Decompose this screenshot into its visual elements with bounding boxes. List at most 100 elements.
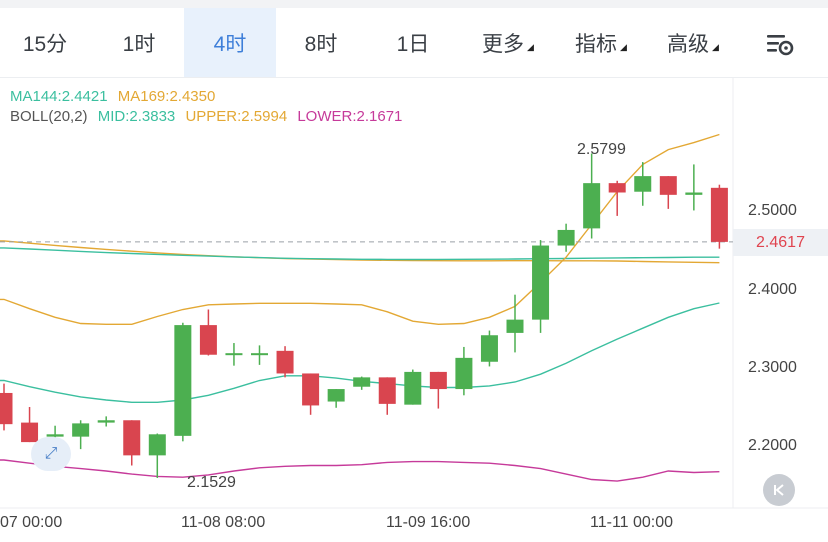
candle-body	[72, 423, 90, 437]
candle-body	[557, 229, 575, 246]
tab-8h[interactable]: 8时	[276, 8, 366, 77]
candle-body	[583, 183, 601, 229]
x-tick-label: 11-07 00:00	[0, 514, 62, 532]
candle	[583, 153, 601, 239]
x-tick-label: 11-08 08:00	[181, 514, 266, 531]
x-tick-label: 11-09 16:00	[386, 514, 471, 531]
boll-upper-line	[0, 133, 720, 326]
candle-body	[123, 420, 141, 456]
candlestick-chart[interactable]	[0, 78, 828, 542]
candle	[123, 420, 141, 466]
low-price-annotation: 2.1529	[187, 474, 236, 491]
candle	[685, 164, 703, 211]
x-tick-text: 11-07 00:00	[0, 514, 63, 531]
candle	[608, 180, 626, 216]
tab-1d[interactable]: 1日	[368, 8, 458, 77]
candle-body	[455, 357, 473, 390]
y-tick-label: 2.3000	[748, 359, 797, 376]
candle-body	[327, 389, 345, 402]
ma-legend: MA144:2.4421 MA169:2.4350	[10, 88, 221, 105]
expand-icon[interactable]: ⤢	[31, 437, 71, 471]
candle-body	[97, 420, 115, 423]
candle	[174, 322, 192, 442]
candle-body	[199, 325, 217, 355]
candle-body	[404, 371, 422, 405]
tab-1h[interactable]: 1时	[95, 8, 183, 77]
candle	[21, 407, 39, 443]
candle	[557, 223, 575, 252]
y-tick-label: 2.2000	[748, 437, 797, 454]
candle-body	[225, 353, 243, 356]
candle-body	[634, 176, 652, 192]
high-price-annotation: 2.5799	[577, 141, 626, 158]
tab-advanced[interactable]: 高级 ◢	[648, 8, 738, 77]
candle-body	[174, 325, 192, 436]
tab-indicators[interactable]: 指标 ◢	[556, 8, 646, 77]
ma169-legend: MA169:2.4350	[117, 88, 216, 105]
tab-4h[interactable]: 4时	[184, 8, 276, 77]
candle-body	[46, 434, 64, 437]
candle	[532, 240, 550, 333]
candle	[148, 433, 166, 478]
current-price-tag: 2.4617	[733, 229, 828, 256]
candle	[710, 184, 728, 249]
candle	[404, 369, 422, 405]
candle-body	[506, 319, 524, 333]
candle	[225, 343, 243, 366]
tab-15min[interactable]: 15分	[0, 8, 90, 77]
candle-body	[378, 377, 396, 404]
candle-body	[480, 335, 498, 362]
tab-label: 更多	[482, 32, 525, 56]
candle	[659, 176, 677, 209]
candle	[429, 371, 447, 409]
candle-body	[276, 350, 294, 374]
candle	[455, 346, 473, 396]
candle-body	[353, 377, 371, 387]
tab-label: 4时	[213, 32, 247, 56]
candle-body	[302, 373, 320, 406]
candle	[302, 373, 320, 415]
candle	[72, 420, 90, 450]
boll-legend: BOLL(20,2) MID:2.3833 UPPER:2.5994 LOWER…	[10, 108, 408, 125]
y-tick-label: 2.4000	[748, 281, 797, 298]
ma144-line	[0, 247, 720, 261]
caret-down-icon: ◢	[527, 42, 534, 52]
caret-down-icon: ◢	[620, 42, 627, 52]
candle-body	[659, 176, 677, 195]
timeframe-tabbar: 15分 1时 4时 8时 1日 更多 ◢ 指标 ◢ 高级 ◢	[0, 0, 828, 78]
candle-body	[685, 192, 703, 195]
boll-mid-legend: MID:2.3833	[97, 108, 176, 125]
boll-upper-legend: UPPER:2.5994	[185, 108, 288, 125]
boll-lower-line	[0, 459, 720, 482]
tab-label: 高级	[667, 32, 710, 56]
caret-down-icon: ◢	[712, 42, 719, 52]
scroll-to-latest-icon[interactable]	[763, 474, 795, 506]
tab-label: 8时	[304, 32, 338, 56]
candle-body	[148, 434, 166, 456]
candle	[634, 162, 652, 206]
candle-body	[532, 245, 550, 320]
candle	[199, 309, 217, 356]
candle	[327, 389, 345, 408]
tab-label: 15分	[22, 32, 68, 56]
y-tick-label: 2.5000	[748, 202, 797, 219]
candle	[97, 416, 115, 427]
candle	[378, 377, 396, 415]
tab-label: 1时	[122, 32, 156, 56]
candle	[353, 376, 371, 390]
chart-settings-icon[interactable]	[765, 30, 797, 58]
boll-mid-line	[0, 302, 720, 403]
candle	[0, 383, 13, 431]
candle	[480, 330, 498, 367]
candle-body	[608, 183, 626, 193]
candle-body	[21, 422, 39, 443]
candle-body	[251, 353, 268, 356]
candle-body	[710, 187, 728, 242]
tab-more[interactable]: 更多 ◢	[462, 8, 554, 77]
candle-body	[429, 371, 447, 390]
candle	[276, 346, 294, 378]
boll-lower-legend: LOWER:2.1671	[297, 108, 403, 125]
candle	[251, 345, 268, 365]
tab-label: 1日	[396, 32, 430, 56]
candle-body	[0, 392, 13, 425]
